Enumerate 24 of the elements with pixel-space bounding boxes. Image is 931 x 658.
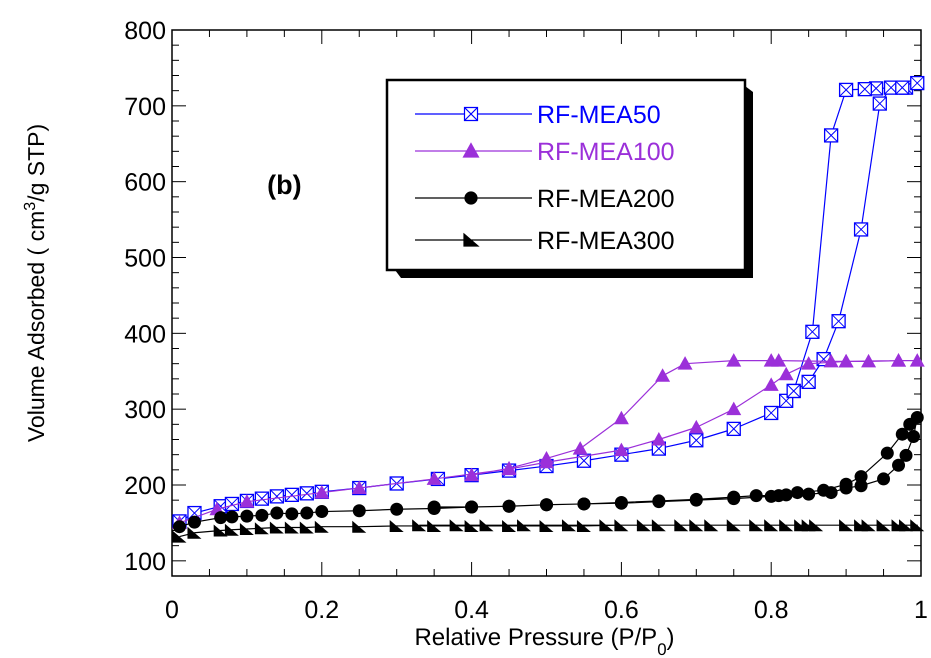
x-tick-label: 0.8 — [754, 596, 789, 624]
y-tick-label: 700 — [124, 92, 166, 121]
y-tick-label: 500 — [124, 244, 166, 272]
legend-swatch: RF-MEA50 — [414, 101, 661, 129]
y-tick-label: 400 — [124, 320, 166, 348]
x-tick-label: 0.4 — [454, 596, 490, 624]
annotation: (b) — [267, 170, 302, 200]
legend-label: RF-MEA50 — [537, 101, 661, 129]
x-tick-label: 1 — [914, 596, 928, 624]
y-tick-label: 300 — [124, 396, 166, 424]
legend-swatch: RF-MEA300 — [414, 227, 675, 255]
legend-label: RF-MEA100 — [537, 138, 675, 166]
legend-swatch: RF-MEA100 — [414, 138, 675, 166]
y-tick-label: 100 — [124, 548, 166, 576]
x-tick-label: 0.6 — [604, 596, 639, 624]
x-axis-title: Relative Pressure (P/P$_{0}$) — [414, 624, 675, 658]
y-tick-label: 600 — [124, 168, 166, 197]
x-tick-label: 0 — [165, 596, 179, 624]
y-tick-label: 200 — [124, 472, 166, 500]
legend-label: RF-MEA200 — [537, 185, 675, 213]
y-tick-label: 800 — [124, 17, 166, 45]
legend-label: RF-MEA300 — [537, 227, 675, 255]
x-tick-label: 0.2 — [304, 596, 340, 624]
legend-swatch: RF-MEA200 — [414, 185, 675, 213]
